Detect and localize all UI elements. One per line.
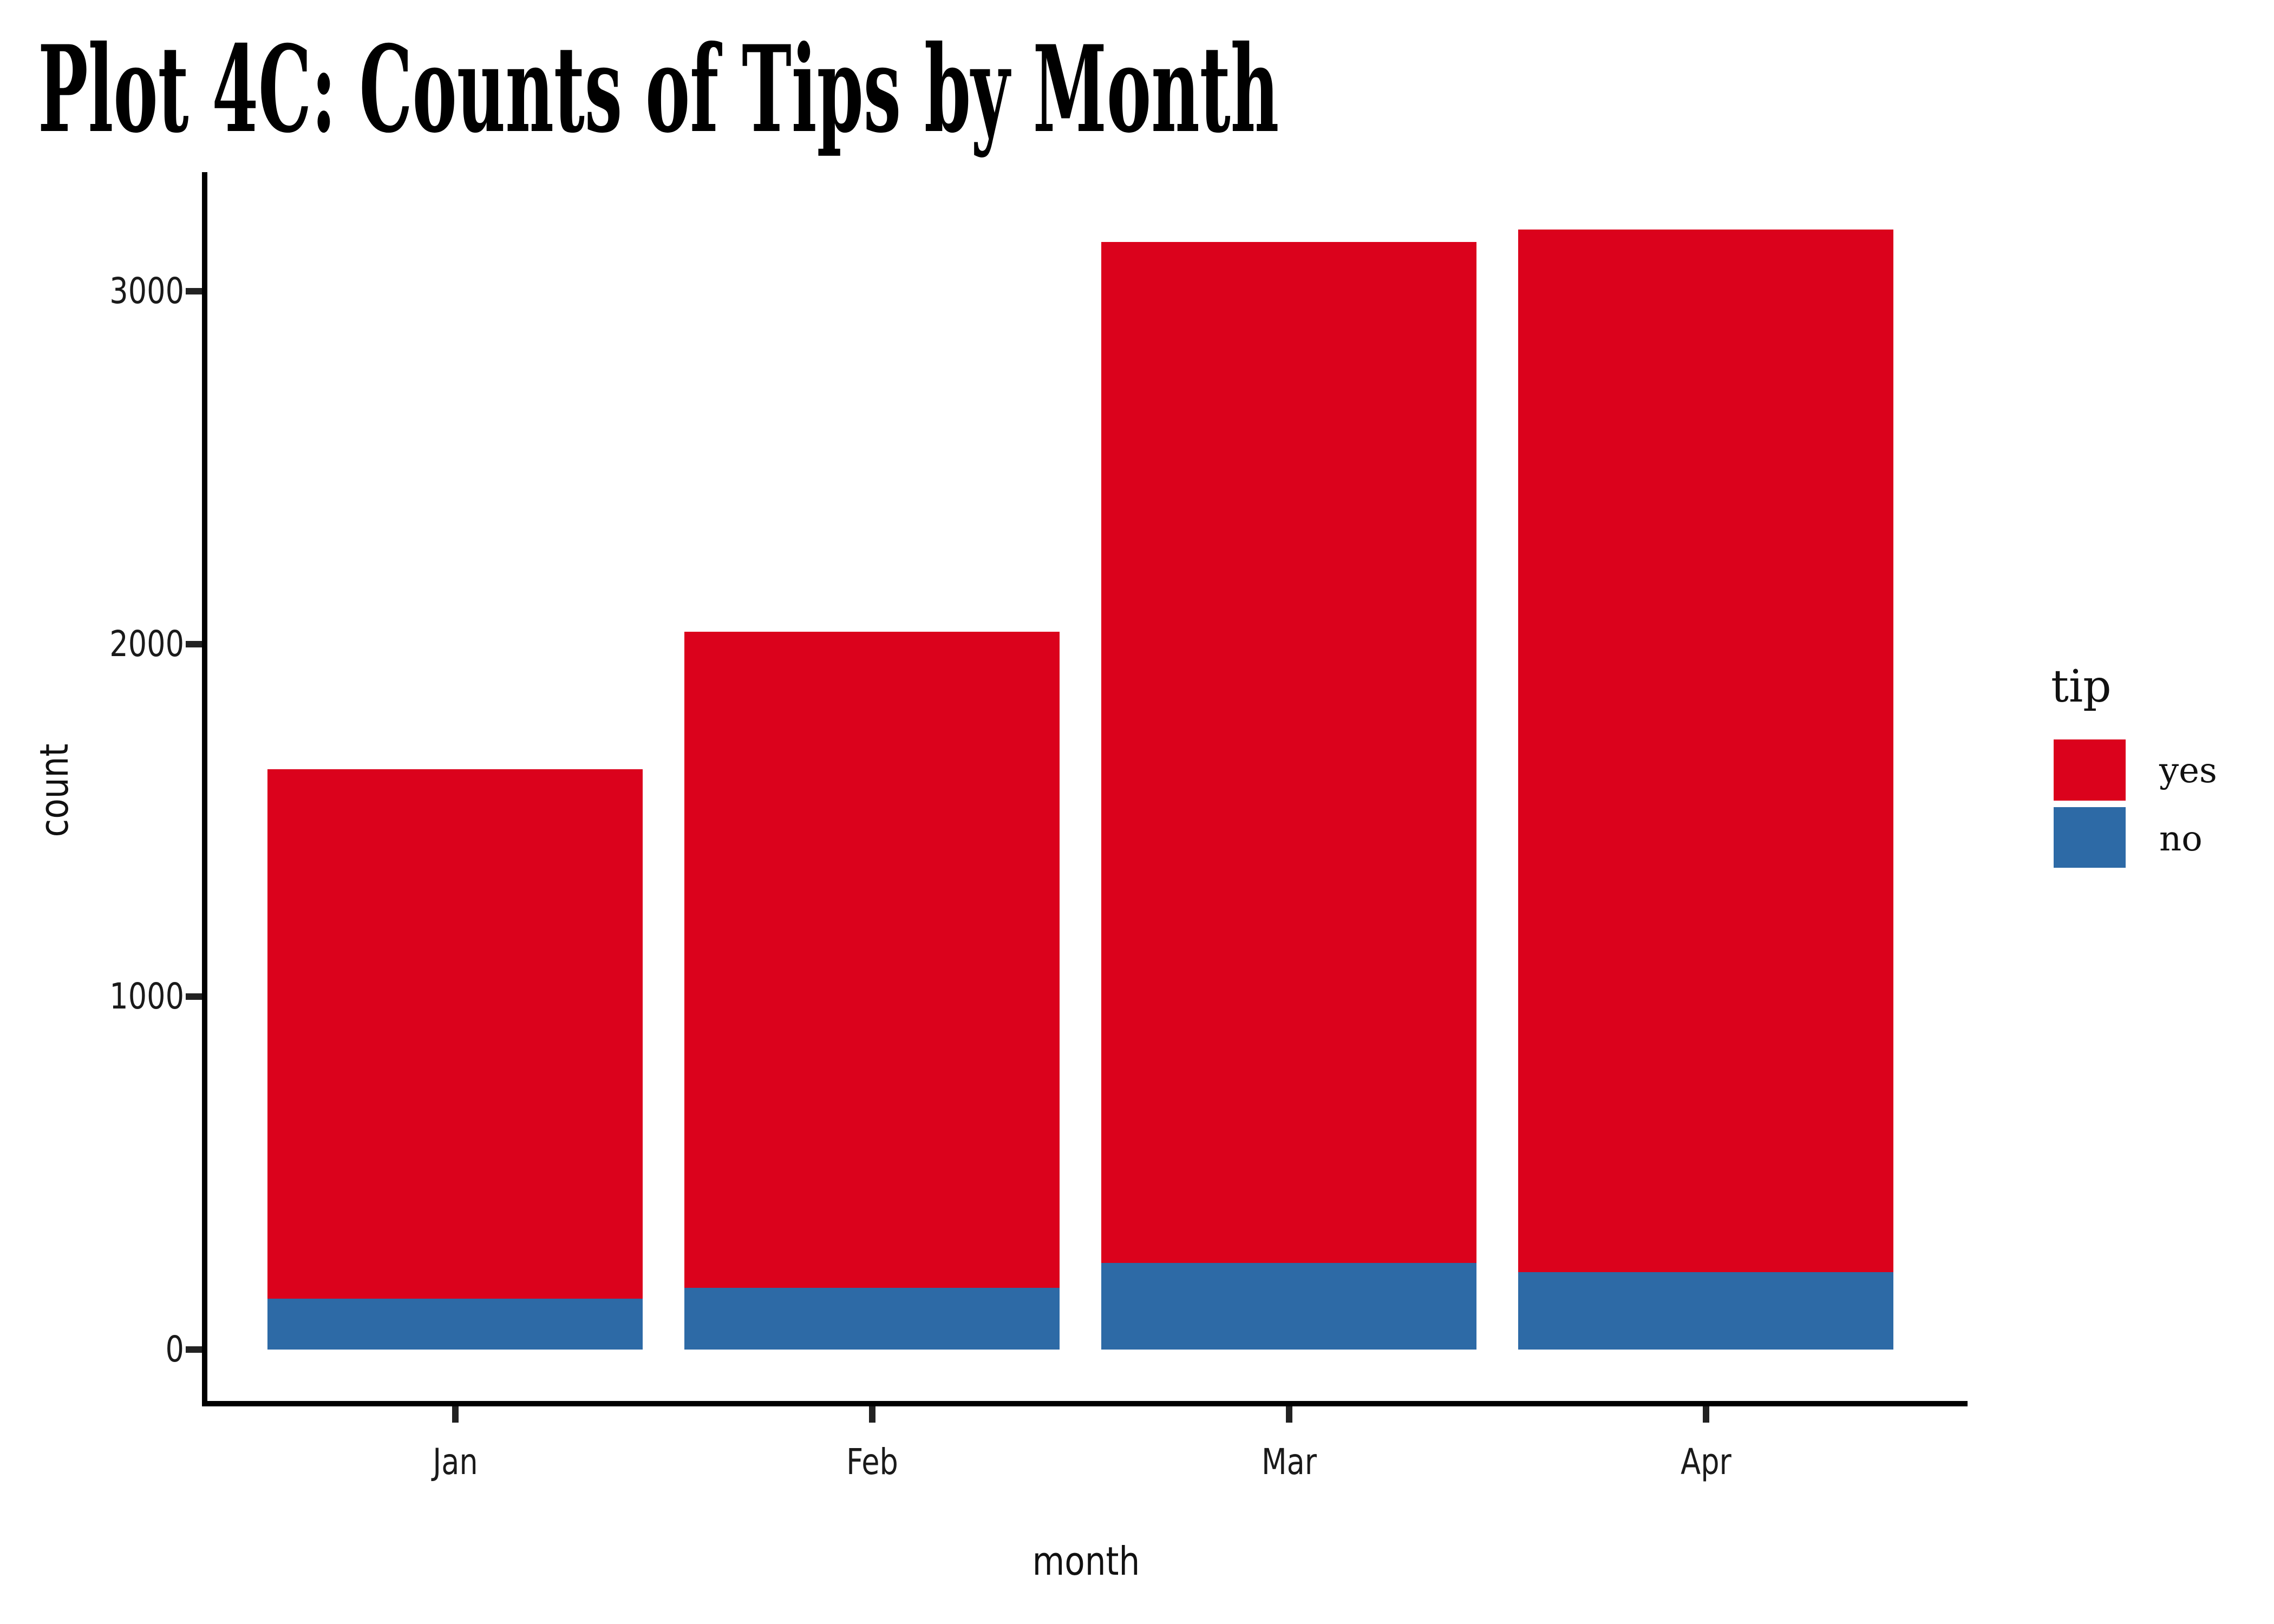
bar-mar-no (1101, 1263, 1476, 1350)
y-tick-label: 2000 (109, 623, 184, 665)
bar-mar-yes (1101, 241, 1476, 1263)
x-tick-mark (452, 1406, 459, 1423)
x-tick-label: Feb (846, 1441, 898, 1483)
bar-apr-yes (1518, 229, 1893, 1272)
legend-swatch-no (2054, 807, 2126, 868)
bar-apr-no (1518, 1272, 1893, 1350)
y-tick-label: 3000 (109, 270, 184, 312)
x-tick-label: Jan (432, 1441, 478, 1483)
bar-jan-no (267, 1298, 643, 1350)
x-axis-title: month (1032, 1538, 1140, 1584)
legend-label-no: no (2159, 819, 2203, 859)
y-axis-line (202, 172, 207, 1406)
y-tick-mark (186, 287, 202, 294)
legend-swatch-yes (2054, 739, 2126, 801)
x-tick-mark (1285, 1406, 1292, 1423)
y-axis-title: count (31, 743, 77, 837)
x-tick-label: Apr (1680, 1441, 1731, 1483)
y-tick-label: 1000 (109, 975, 184, 1018)
y-tick-label: 0 (165, 1328, 184, 1370)
y-tick-mark (186, 1346, 202, 1353)
chart-title: Plot 4C: Counts of Tips by Month (38, 19, 1279, 159)
x-tick-label: Mar (1261, 1441, 1317, 1483)
bar-jan-yes (267, 769, 643, 1299)
x-tick-mark (868, 1406, 875, 1423)
legend-title: tip (2051, 661, 2112, 712)
x-axis-line (202, 1401, 1968, 1406)
bar-feb-no (684, 1287, 1060, 1350)
x-tick-mark (1702, 1406, 1709, 1423)
bar-feb-yes (684, 631, 1060, 1288)
y-tick-mark (186, 993, 202, 1000)
y-tick-mark (186, 640, 202, 647)
legend-label-yes: yes (2159, 751, 2217, 791)
